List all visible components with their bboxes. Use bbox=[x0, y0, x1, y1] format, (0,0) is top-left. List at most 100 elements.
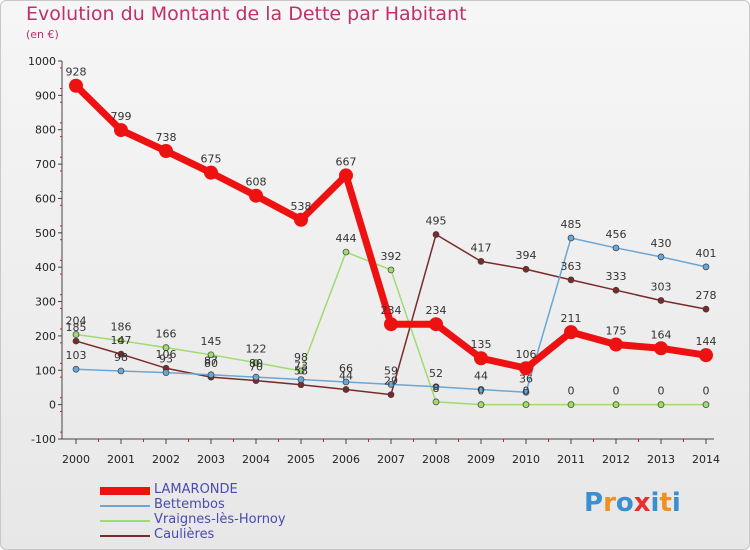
data-point bbox=[522, 265, 530, 273]
data-label: 738 bbox=[156, 131, 177, 144]
series-bettembos bbox=[72, 234, 710, 396]
data-point bbox=[384, 317, 398, 332]
data-point bbox=[612, 401, 620, 408]
data-point bbox=[342, 386, 350, 393]
data-point bbox=[522, 401, 530, 408]
legend-swatch bbox=[100, 505, 150, 507]
data-point bbox=[387, 381, 395, 388]
y-tick-label: 600 bbox=[35, 192, 56, 205]
data-label: 417 bbox=[471, 241, 492, 254]
data-label: 394 bbox=[516, 249, 537, 262]
data-label: 44 bbox=[339, 370, 353, 383]
data-label: 485 bbox=[561, 218, 582, 231]
data-point bbox=[477, 401, 485, 408]
data-point bbox=[207, 351, 215, 359]
data-label: 495 bbox=[426, 215, 447, 228]
data-label: 106 bbox=[516, 348, 537, 361]
data-label: 0 bbox=[613, 385, 620, 398]
data-label: 44 bbox=[474, 370, 488, 383]
data-point bbox=[432, 383, 440, 391]
data-label: 70 bbox=[249, 361, 263, 374]
x-tick-label: 2004 bbox=[242, 453, 270, 466]
data-label: 93 bbox=[159, 353, 173, 366]
data-label: 8 bbox=[433, 382, 440, 395]
data-label: 66 bbox=[339, 362, 353, 375]
data-label: 52 bbox=[429, 367, 443, 380]
data-point bbox=[699, 348, 713, 363]
data-point bbox=[522, 388, 530, 396]
x-tick-label: 2009 bbox=[467, 453, 495, 466]
x-tick-label: 2007 bbox=[377, 453, 405, 466]
data-label: 147 bbox=[111, 334, 132, 347]
data-point bbox=[294, 212, 308, 227]
data-label: 80 bbox=[249, 357, 263, 370]
logo-letter: r bbox=[603, 488, 616, 518]
data-point bbox=[654, 341, 668, 356]
data-point bbox=[117, 337, 125, 345]
x-tick-label: 2011 bbox=[557, 453, 585, 466]
data-point bbox=[207, 371, 215, 379]
series-lamaronde bbox=[69, 78, 713, 376]
data-label: 98 bbox=[294, 351, 308, 364]
y-tick-label: 1000 bbox=[28, 55, 56, 68]
data-label: 175 bbox=[606, 325, 627, 338]
data-label: 0 bbox=[658, 385, 665, 398]
data-point bbox=[702, 401, 710, 408]
data-point bbox=[609, 337, 623, 352]
data-point bbox=[612, 286, 620, 294]
data-point bbox=[252, 359, 260, 367]
data-label: 122 bbox=[246, 343, 267, 356]
data-point bbox=[564, 325, 578, 340]
logo-letter: i bbox=[671, 488, 681, 518]
data-label: 401 bbox=[696, 247, 717, 260]
data-point bbox=[72, 365, 80, 373]
data-point bbox=[702, 305, 710, 313]
data-label: 144 bbox=[696, 335, 717, 348]
legend-swatch bbox=[100, 535, 150, 537]
data-point bbox=[249, 188, 263, 203]
data-point bbox=[297, 367, 305, 375]
x-tick-label: 2014 bbox=[692, 453, 720, 466]
data-label: 87 bbox=[204, 355, 218, 368]
legend-label: LAMARONDE bbox=[154, 482, 238, 497]
logo-letter: x bbox=[633, 488, 651, 518]
legend-label: Bettembos bbox=[154, 497, 225, 512]
data-label: 278 bbox=[696, 289, 717, 302]
y-tick-label: 300 bbox=[35, 296, 56, 309]
x-tick-label: 2013 bbox=[647, 453, 675, 466]
data-label: 928 bbox=[66, 66, 87, 79]
data-point bbox=[162, 344, 170, 351]
y-tick-label: 900 bbox=[35, 89, 56, 102]
data-label: 363 bbox=[561, 260, 582, 273]
series-vraignes-l-s-hornoy bbox=[72, 248, 710, 408]
data-label: 164 bbox=[651, 328, 672, 341]
x-tick-label: 2000 bbox=[62, 453, 90, 466]
data-point bbox=[612, 244, 620, 252]
data-label: 98 bbox=[114, 351, 128, 364]
x-tick-label: 2012 bbox=[602, 453, 630, 466]
data-label: 36 bbox=[519, 372, 533, 385]
data-label: 234 bbox=[381, 304, 402, 317]
data-point bbox=[117, 367, 125, 375]
legend-swatch bbox=[100, 487, 150, 495]
data-label: 444 bbox=[336, 232, 357, 245]
logo-letter: i bbox=[650, 488, 660, 518]
data-point bbox=[657, 401, 665, 408]
data-label: 211 bbox=[561, 312, 582, 325]
x-tick-label: 2006 bbox=[332, 453, 360, 466]
legend-swatch bbox=[100, 520, 150, 522]
y-tick-label: 100 bbox=[35, 364, 56, 377]
data-point bbox=[342, 378, 350, 386]
data-point bbox=[162, 369, 170, 377]
data-label: 80 bbox=[204, 357, 218, 370]
data-label: 675 bbox=[201, 153, 222, 166]
data-point bbox=[72, 337, 80, 345]
x-tick-label: 2001 bbox=[107, 453, 135, 466]
data-point bbox=[339, 168, 353, 183]
data-point bbox=[204, 165, 218, 180]
data-label: 0 bbox=[568, 385, 575, 398]
data-label: 186 bbox=[111, 321, 132, 334]
data-label: 392 bbox=[381, 250, 402, 263]
y-tick-label: 500 bbox=[35, 227, 56, 240]
